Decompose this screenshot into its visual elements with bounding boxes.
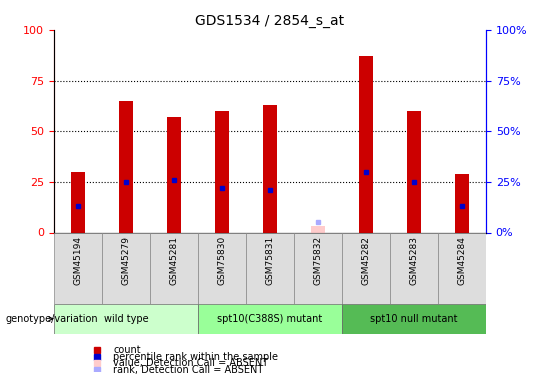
Bar [71, 172, 85, 232]
Text: GSM45284: GSM45284 [457, 236, 467, 285]
Title: GDS1534 / 2854_s_at: GDS1534 / 2854_s_at [195, 13, 345, 28]
Text: genotype/variation: genotype/variation [5, 314, 98, 324]
Text: rank, Detection Call = ABSENT: rank, Detection Call = ABSENT [113, 365, 264, 375]
Bar [455, 174, 469, 232]
Bar [215, 111, 229, 232]
Bar [342, 304, 486, 334]
Text: GSM75832: GSM75832 [314, 236, 322, 285]
Bar [438, 232, 486, 304]
Bar [407, 111, 421, 232]
Bar [167, 117, 181, 232]
Text: GSM45194: GSM45194 [73, 236, 83, 285]
Text: percentile rank within the sample: percentile rank within the sample [113, 351, 279, 361]
Text: wild type: wild type [104, 314, 148, 324]
Bar [198, 304, 342, 334]
Text: spt10(C388S) mutant: spt10(C388S) mutant [218, 314, 322, 324]
Text: GSM45283: GSM45283 [409, 236, 418, 285]
Bar [246, 232, 294, 304]
Text: GSM45281: GSM45281 [170, 236, 179, 285]
Bar [54, 304, 198, 334]
Bar [390, 232, 438, 304]
Bar [311, 226, 325, 232]
Bar [102, 232, 150, 304]
Text: GSM45279: GSM45279 [122, 236, 131, 285]
Bar [119, 101, 133, 232]
Bar [198, 232, 246, 304]
Bar [359, 56, 373, 232]
Text: GSM45282: GSM45282 [361, 236, 370, 285]
Text: spt10 null mutant: spt10 null mutant [370, 314, 458, 324]
Bar [263, 105, 277, 232]
Bar [342, 232, 390, 304]
Bar [294, 232, 342, 304]
Text: GSM75831: GSM75831 [266, 236, 274, 285]
Bar [150, 232, 198, 304]
Bar [54, 232, 102, 304]
Text: value, Detection Call = ABSENT: value, Detection Call = ABSENT [113, 358, 268, 368]
Text: GSM75830: GSM75830 [218, 236, 226, 285]
Text: count: count [113, 345, 141, 355]
